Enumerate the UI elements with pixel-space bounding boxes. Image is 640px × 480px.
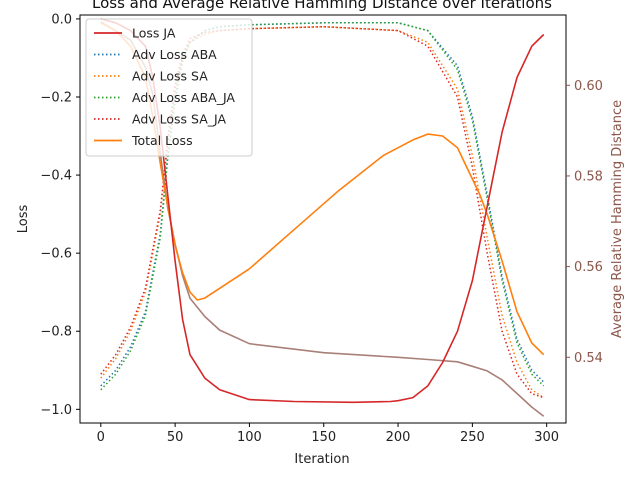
legend-label-adv-loss-aba-ja: Adv Loss ABA_JA (132, 90, 235, 105)
y2-tick-label: 0.56 (574, 260, 603, 275)
y2-tick-label: 0.58 (574, 169, 603, 184)
y-axis-label: Loss (16, 205, 31, 234)
y-tick-label: −0.2 (40, 90, 72, 105)
x-axis-label: Iteration (294, 452, 349, 467)
y-axis: −1.0 −0.8 −0.6 −0.4 −0.2 0.0 (40, 12, 80, 418)
x-tick-label: 200 (386, 430, 411, 445)
plot-frame (79, 14, 567, 424)
x-tick-label: 50 (167, 430, 184, 445)
legend-label-adv-loss-sa-ja: Adv Loss SA_JA (132, 112, 226, 127)
y2-tick-label: 0.60 (574, 79, 603, 94)
x-tick-label: 300 (534, 430, 559, 445)
x-tick-label: 0 (97, 430, 105, 445)
y2-axis: 0.54 0.56 0.58 0.60 (566, 79, 603, 366)
chart-title: Loss and Average Relative Hamming Distan… (92, 0, 552, 12)
y-tick-label: −0.8 (40, 325, 72, 340)
legend-label-adv-loss-aba: Adv Loss ABA (132, 47, 217, 62)
legend: Loss JA Adv Loss ABA Adv Loss SA Adv Loss A… (85, 18, 253, 157)
y-tick-label: −1.0 (40, 403, 72, 418)
legend-label-total-loss: Total Loss (131, 133, 193, 148)
y-tick-label: −0.4 (40, 169, 72, 184)
x-tick-label: 150 (311, 430, 336, 445)
legend-label-loss-ja: Loss JA (132, 26, 176, 41)
legend-label-adv-loss-sa: Adv Loss SA (132, 69, 208, 84)
y2-tick-label: 0.54 (574, 351, 603, 366)
y-tick-label: 0.0 (51, 12, 72, 27)
x-tick-label: 250 (460, 430, 485, 445)
series-line-adv-loss-sa-ja (100, 25, 544, 399)
y2-axis-label: Average Relative Hamming Distance (610, 100, 625, 338)
x-tick-label: 100 (237, 430, 262, 445)
y-tick-label: −0.6 (40, 247, 72, 262)
x-axis: 0 50 100 150 200 250 300 (97, 423, 559, 445)
legend-box (85, 18, 253, 157)
